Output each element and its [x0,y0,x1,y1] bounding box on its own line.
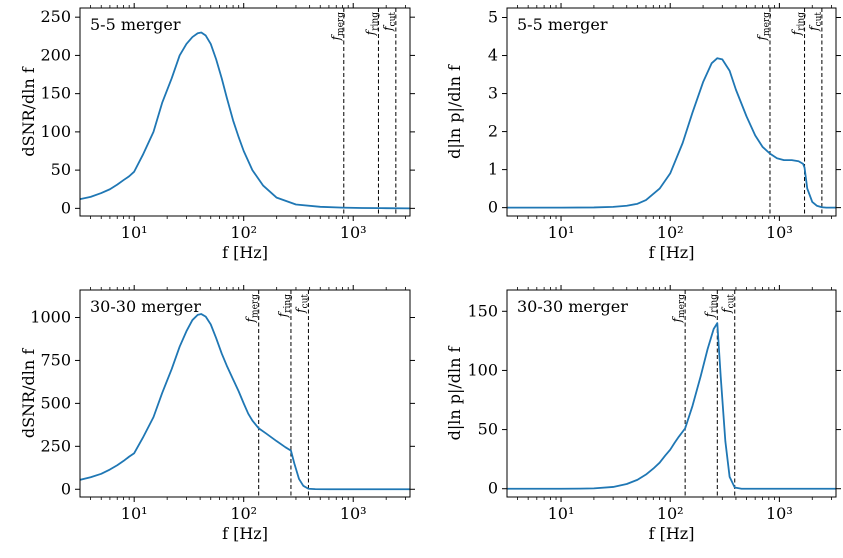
y-tick-label: 1 [488,160,498,179]
y-tick-label: 0 [488,479,498,498]
vline-label: fcut [807,12,824,32]
axes-frame [79,289,411,498]
vline-label: fmerg [670,294,687,324]
panel-1: 10¹ 10² 10³ 0 50 100 150 200 250 fmerg fring fcut 5-… [19,3,415,262]
x-axis-label: f [Hz] [222,524,268,543]
y-tick-label: 1000 [30,307,71,326]
series-line-1 [80,313,410,491]
y-tick-label: 0 [61,198,71,217]
x-tick-label: 10² [657,504,684,523]
y-tick-label: 500 [40,393,71,412]
vline-label: fring [276,294,293,318]
y-tick-label: 5 [488,8,498,27]
panel-title: 30-30 merger [90,297,201,316]
y-axis-label: d|ln p|/dln f [445,346,464,441]
x-tick-label: 10¹ [121,504,148,523]
x-tick-label: 10³ [340,223,367,242]
panel-3: 10¹ 10² 10³ 0 250 500 750 1000 fmerg fring fcut 30-… [19,285,415,543]
y-tick-label: 750 [40,350,71,369]
x-tick-label: 10³ [766,223,793,242]
series-line-1 [507,322,836,490]
y-axis-label: dSNR/dln f [19,66,38,156]
series-line-1 [80,31,410,210]
x-tick-label: 10¹ [548,504,575,523]
vline-label: fmerg [329,12,346,42]
vline-label: fcut [381,12,398,32]
y-axis-label: dSNR/dln f [19,348,38,438]
vline-label: fcut [293,294,310,314]
y-tick-label: 0 [488,198,498,217]
panel-title: 5-5 merger [517,15,608,34]
y-tick-label: 4 [488,46,498,65]
y-tick-label: 50 [51,160,71,179]
panel-title: 5-5 merger [90,15,181,34]
x-tick-label: 10¹ [121,223,148,242]
y-tick-label: 50 [478,420,498,439]
y-tick-label: 200 [40,45,71,64]
y-tick-label: 250 [40,7,71,26]
vline-label: fring [790,12,807,36]
y-tick-label: 250 [40,436,71,455]
x-axis-label: f [Hz] [222,243,268,262]
vline-label: fcut [720,294,737,314]
panel-2: 10¹ 10² 10³ 0 1 2 3 4 5 fmerg fring fcut 5-5 merger f… [445,3,841,262]
axes-frame [506,289,837,498]
y-tick-label: 3 [488,84,498,103]
x-tick-label: 10³ [340,504,367,523]
y-tick-label: 0 [61,479,71,498]
y-axis-label: d|ln p|/dln f [445,64,464,159]
vline-label: fmerg [755,12,772,42]
vline-label: fring [702,294,719,318]
x-tick-label: 10¹ [548,223,575,242]
x-tick-label: 10² [230,504,257,523]
vline-label: fmerg [244,294,261,324]
y-tick-label: 150 [467,301,498,320]
y-tick-label: 100 [467,360,498,379]
x-tick-label: 10³ [766,504,793,523]
panel-title: 30-30 merger [517,297,628,316]
axes-frame [79,7,411,217]
x-axis-label: f [Hz] [649,243,695,262]
panel-4: 10¹ 10² 10³ 0 50 100 150 fmerg fring fcut 30-30 me… [445,285,841,543]
x-axis-label: f [Hz] [649,524,695,543]
y-tick-label: 100 [40,122,71,141]
y-tick-label: 2 [488,122,498,141]
y-tick-label: 150 [40,84,71,103]
axes-frame [506,7,837,217]
x-tick-label: 10² [230,223,257,242]
vline-label: fring [363,12,380,36]
x-tick-label: 10² [657,223,684,242]
series-line-1 [507,57,836,209]
